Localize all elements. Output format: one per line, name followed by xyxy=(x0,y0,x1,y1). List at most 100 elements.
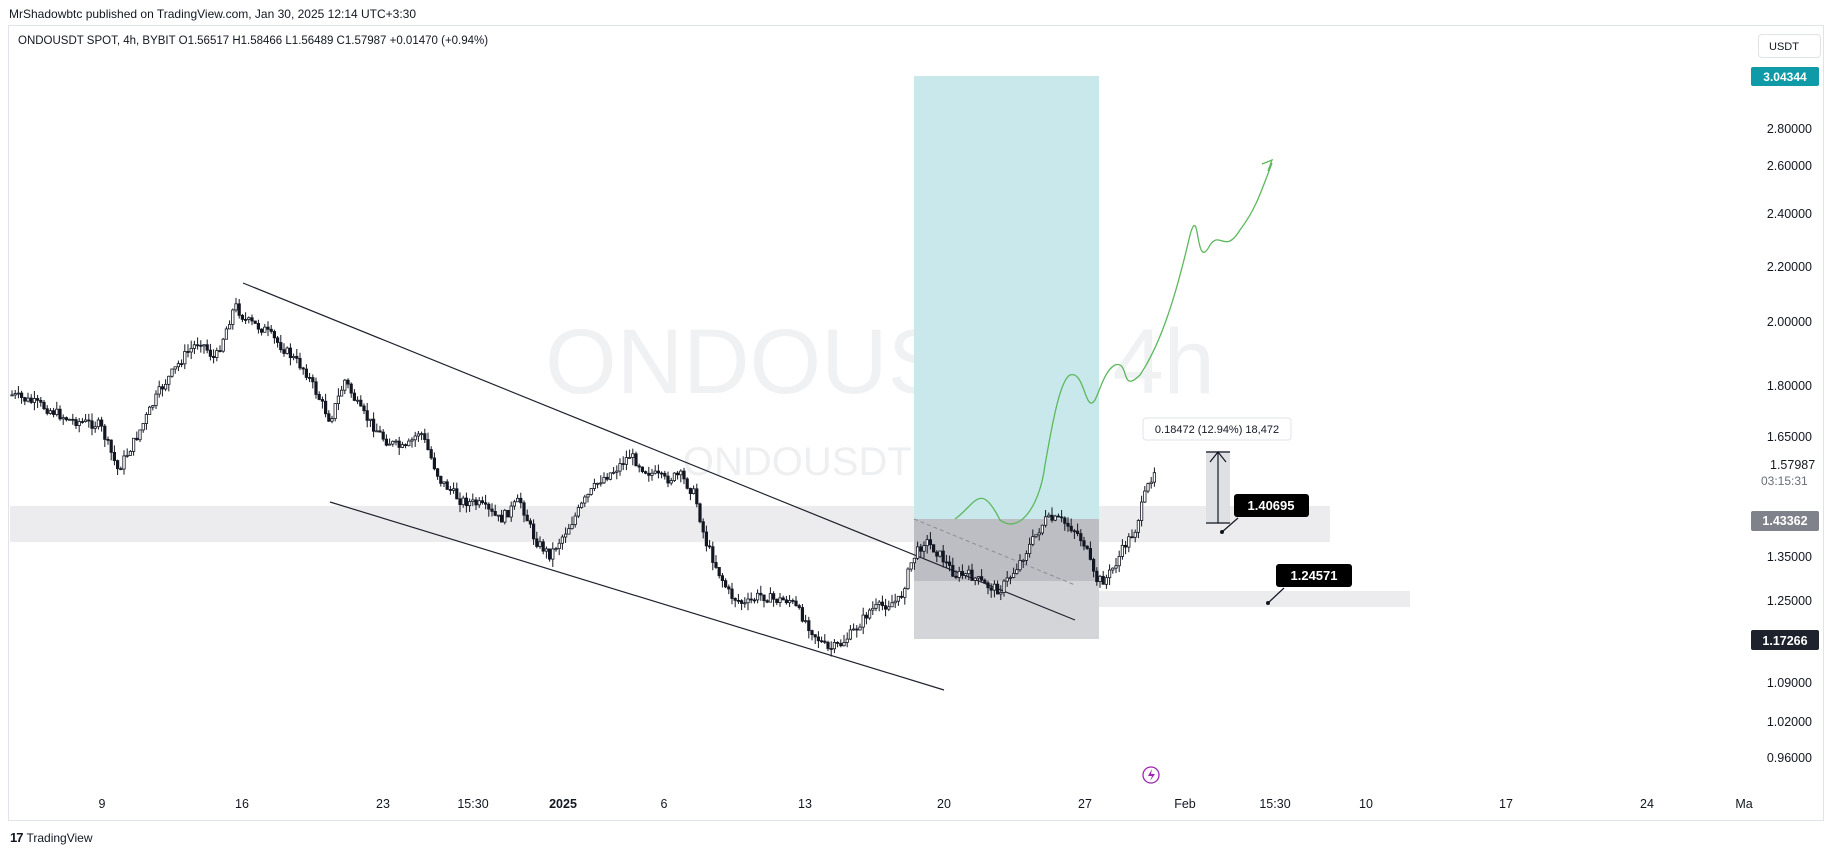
candle-body xyxy=(1076,530,1080,534)
candle-body xyxy=(224,328,228,340)
candle-body xyxy=(423,433,427,440)
candle-body xyxy=(400,444,405,448)
tradingview-logo-icon: 17 xyxy=(10,830,24,845)
bar-countdown: 03:15:31 xyxy=(1761,474,1808,488)
candle-body xyxy=(173,366,177,370)
candle-body xyxy=(711,546,715,563)
candle-body xyxy=(141,423,145,431)
candle-body xyxy=(295,355,299,359)
price-axis[interactable]: 2.80000 2.60000 2.40000 2.20000 2.00000 1.800… xyxy=(1767,122,1812,765)
candle-body xyxy=(820,640,824,643)
candle-body xyxy=(458,498,462,506)
candle-body xyxy=(778,597,782,603)
candle-body xyxy=(480,500,485,504)
candle-body xyxy=(845,638,849,643)
callout-box-2[interactable] xyxy=(1276,564,1352,587)
candle-body xyxy=(445,481,449,490)
candle-body xyxy=(519,497,523,504)
candle-body xyxy=(842,642,846,647)
candle-body xyxy=(464,497,469,507)
candle-body xyxy=(192,344,196,349)
footer-brand[interactable]: 17 TradingView xyxy=(10,830,93,845)
candle-body xyxy=(499,514,504,523)
candle-body xyxy=(227,324,232,330)
candle-body xyxy=(1085,545,1089,549)
candle-body xyxy=(1124,544,1128,548)
candle-body xyxy=(103,425,107,440)
candle-body xyxy=(1018,560,1022,571)
candle-body xyxy=(925,539,929,547)
lightning-icon[interactable] xyxy=(1142,766,1160,784)
x-tick-label: 27 xyxy=(1078,797,1092,811)
position-path-line xyxy=(913,518,1076,586)
candle-body xyxy=(698,503,702,523)
candle-body xyxy=(637,465,641,468)
candle-body xyxy=(10,394,14,397)
candle-body xyxy=(624,457,629,465)
channel-upper-line[interactable] xyxy=(242,282,1076,621)
candle-body xyxy=(992,583,997,591)
candle-body xyxy=(496,514,501,517)
candle-body xyxy=(1037,532,1041,536)
candle-body xyxy=(355,399,360,402)
x-tick-label: 15:30 xyxy=(457,797,488,811)
candle-body xyxy=(1127,536,1131,548)
candle-body xyxy=(551,548,555,560)
candle-body xyxy=(823,640,827,643)
candle-body xyxy=(29,397,33,403)
candle-body xyxy=(967,569,971,575)
currency-selector[interactable]: USDT xyxy=(1758,34,1821,58)
projection-path[interactable] xyxy=(954,162,1273,525)
candle-body xyxy=(384,438,389,446)
callout-box-1[interactable] xyxy=(1234,494,1309,517)
candle-body xyxy=(320,399,325,402)
support-zone-lower[interactable] xyxy=(1090,591,1410,607)
candle-body xyxy=(285,347,289,354)
candle-body xyxy=(944,561,949,564)
candle-body xyxy=(240,314,244,320)
candle-body xyxy=(695,488,699,505)
candle-body xyxy=(93,426,97,429)
candle-body xyxy=(426,439,430,451)
candle-body xyxy=(52,410,56,415)
candle-body xyxy=(419,433,424,436)
candle-body xyxy=(554,548,558,551)
symbol-legend: ONDOUSDT SPOT, 4h, BYBIT O1.56517 H1.584… xyxy=(18,35,489,47)
callout-text-1: 1.40695 xyxy=(1248,498,1295,513)
candle-body xyxy=(954,575,958,578)
long-target-zone[interactable] xyxy=(914,76,1099,519)
price-tag-entry-text: 1.43362 xyxy=(1762,514,1807,528)
candle-body xyxy=(429,449,433,459)
candle-body xyxy=(477,500,481,506)
candle-body xyxy=(768,593,773,603)
candle-body xyxy=(772,593,776,600)
candle-body xyxy=(202,344,206,347)
candle-body xyxy=(1031,536,1035,545)
candle-body xyxy=(346,379,350,385)
candle-body xyxy=(980,576,984,581)
candle-body xyxy=(586,493,590,498)
candle-body xyxy=(359,399,363,407)
candle-body xyxy=(1111,567,1115,571)
candle-body xyxy=(394,440,398,443)
candle-body xyxy=(1072,530,1076,533)
candle-body xyxy=(848,629,853,640)
candle-body xyxy=(19,392,24,398)
candle-body xyxy=(1021,560,1025,562)
candle-body xyxy=(685,478,689,489)
time-axis[interactable]: 9 16 23 15:30 2025 6 13 20 27 Feb 15:30 10 17 24 Ma xyxy=(99,797,1753,811)
candle-body xyxy=(829,648,833,650)
candle-body xyxy=(653,470,657,474)
candle-body xyxy=(957,571,961,578)
support-zone-upper[interactable] xyxy=(10,506,1330,542)
candle-body xyxy=(375,430,379,433)
candle-body xyxy=(1012,573,1016,578)
channel-lower-line[interactable] xyxy=(329,501,945,691)
candle-body xyxy=(167,375,171,385)
candle-body xyxy=(435,468,440,477)
candle-body xyxy=(528,520,533,525)
candle-body xyxy=(660,472,664,475)
candle-body xyxy=(916,546,920,559)
candle-body xyxy=(432,457,437,470)
